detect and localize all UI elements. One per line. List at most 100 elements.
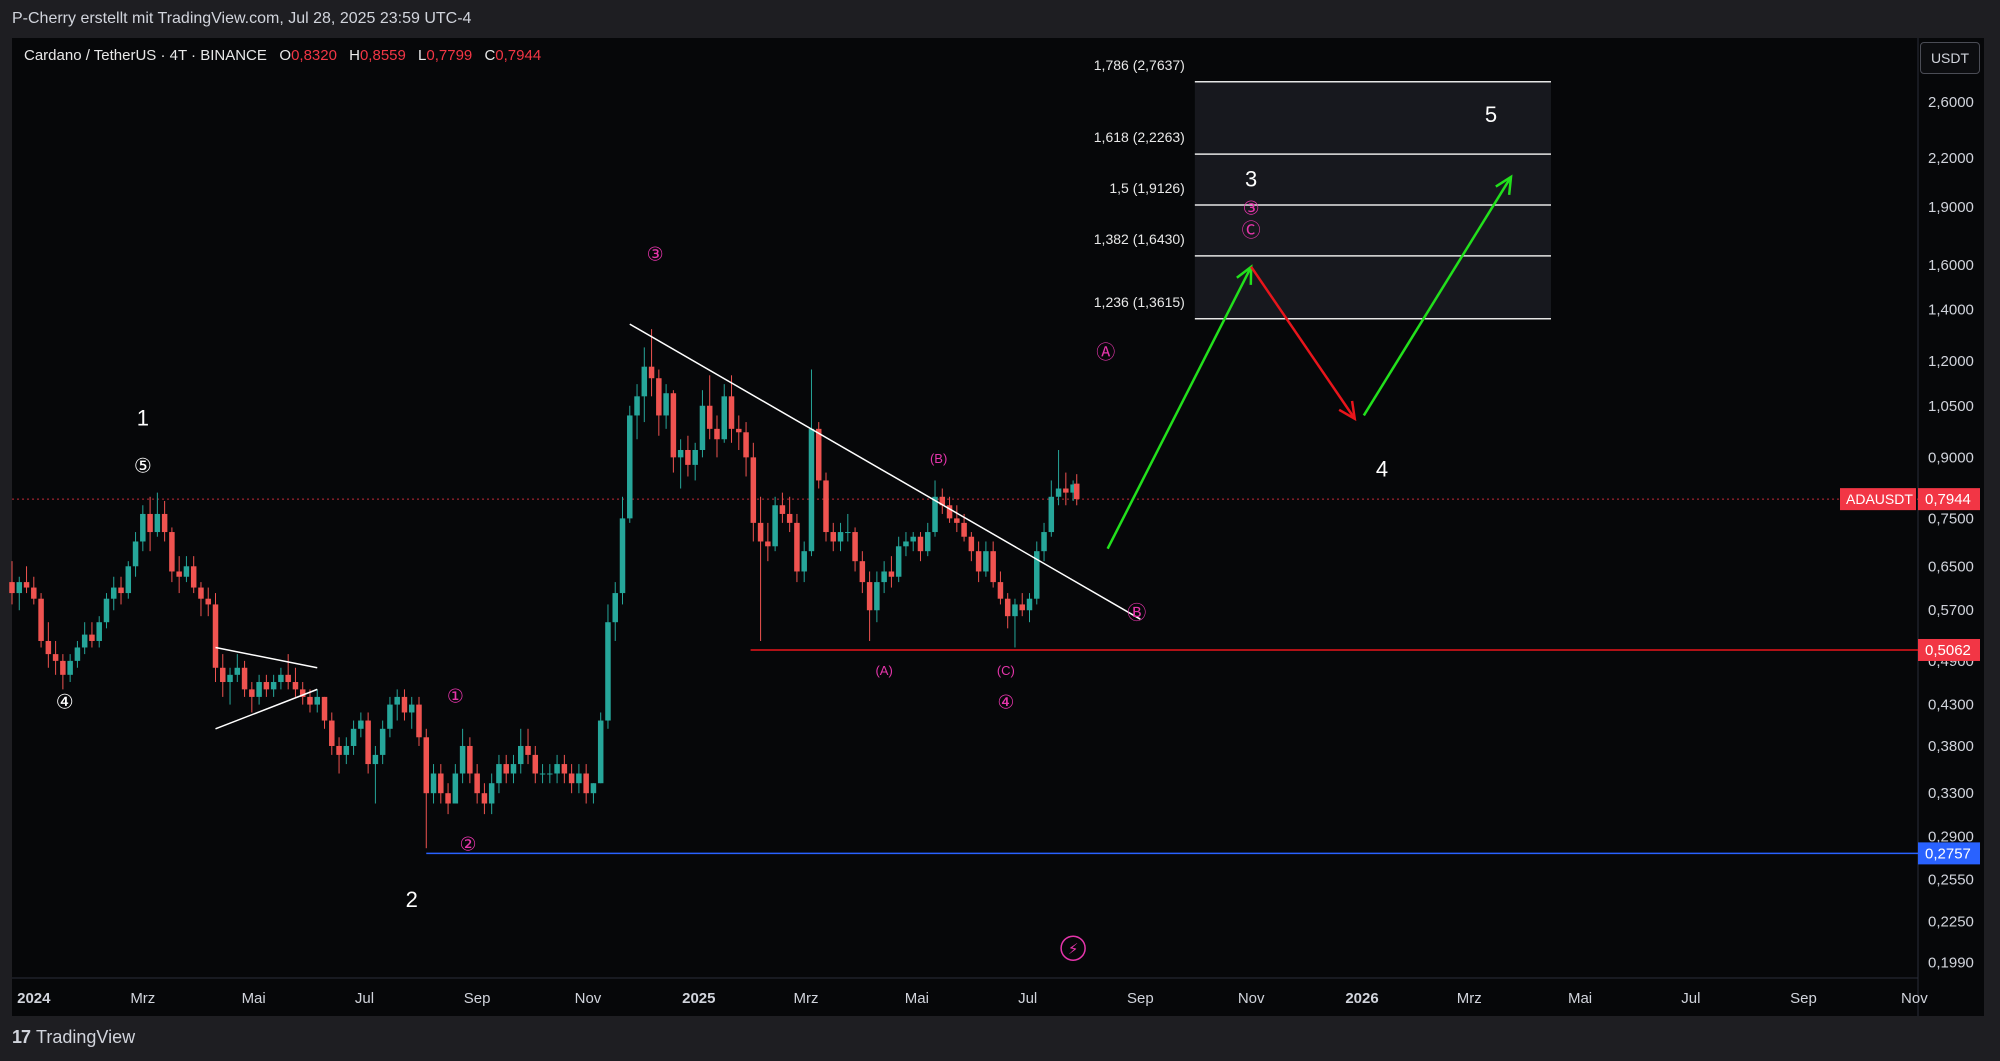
candle-down bbox=[220, 667, 226, 683]
arrow-head-red bbox=[1338, 400, 1357, 422]
x-tick-label: Jul bbox=[1681, 990, 1700, 1007]
candle-up bbox=[641, 366, 648, 397]
candle-up bbox=[270, 682, 277, 690]
candle-down bbox=[975, 551, 982, 572]
candle-up bbox=[1041, 532, 1047, 552]
candle-down bbox=[176, 571, 182, 577]
candle-up bbox=[634, 396, 640, 416]
candle-down bbox=[45, 640, 52, 655]
candle-up bbox=[932, 496, 938, 533]
candle-down bbox=[852, 532, 858, 562]
candle-up bbox=[845, 532, 851, 534]
y-tick-label: 0,6500 bbox=[1928, 558, 1974, 575]
candle-up bbox=[903, 541, 909, 547]
wave-label-magenta: ③ bbox=[647, 245, 664, 266]
lightning-icon: ⚡ bbox=[1068, 941, 1079, 958]
candle-down bbox=[285, 674, 291, 683]
candle-down bbox=[990, 551, 996, 583]
candle-up bbox=[677, 449, 684, 458]
candle-up bbox=[895, 546, 902, 577]
candle-down bbox=[794, 522, 800, 572]
tradingview-brand: TradingView bbox=[36, 1027, 136, 1047]
candle-up bbox=[379, 728, 386, 755]
candle-up bbox=[1026, 598, 1033, 611]
price-tag-value: 0,7944 bbox=[1925, 491, 1971, 508]
wave-label-magenta: ④ bbox=[997, 693, 1014, 714]
candle-down bbox=[736, 428, 742, 433]
triangle-lower-line bbox=[215, 688, 318, 730]
wave-label-circled: ④ bbox=[56, 692, 74, 714]
candle-up bbox=[394, 696, 400, 705]
wave-label-circled: ⑤ bbox=[134, 456, 152, 478]
candle-down bbox=[336, 745, 342, 755]
arrow-head-green bbox=[1236, 264, 1253, 285]
candle-down bbox=[307, 696, 313, 705]
symbol-name: Cardano / TetherUS · 4T · BINANCE bbox=[24, 47, 267, 64]
candle-up bbox=[874, 582, 880, 611]
candle-up bbox=[837, 532, 844, 542]
candle-up bbox=[881, 571, 887, 583]
x-tick-label: Nov bbox=[1238, 990, 1265, 1007]
candle-down bbox=[815, 428, 822, 481]
candle-up bbox=[699, 405, 706, 450]
y-tick-label: 0,3800 bbox=[1928, 738, 1974, 755]
candle-up bbox=[430, 773, 437, 794]
candle-up bbox=[1055, 488, 1062, 497]
wave-label: 5 bbox=[1485, 102, 1497, 127]
candle-down bbox=[656, 378, 662, 416]
x-tick-label: Mrz bbox=[1457, 990, 1482, 1007]
tradingview-logo[interactable]: 17 TradingView bbox=[12, 1027, 135, 1048]
fib-level-label: 1,786 (2,7637) bbox=[1094, 57, 1185, 73]
candle-down bbox=[685, 449, 691, 465]
candle-up bbox=[663, 393, 669, 416]
candle-down bbox=[416, 704, 422, 738]
low-value: 0,7799 bbox=[426, 47, 473, 64]
y-tick-label: 1,9000 bbox=[1928, 199, 1974, 216]
candle-down bbox=[1073, 483, 1080, 500]
candle-down bbox=[438, 773, 444, 794]
event-marker-ring bbox=[1060, 935, 1086, 961]
candle-down bbox=[299, 689, 306, 697]
y-tick-label: 0,1990 bbox=[1928, 955, 1974, 972]
candle-up bbox=[597, 720, 604, 784]
candle-up bbox=[408, 704, 415, 713]
candle-down bbox=[917, 536, 924, 552]
high-key: H bbox=[349, 47, 360, 64]
candle-up bbox=[67, 660, 73, 675]
candle-down bbox=[249, 689, 255, 697]
candle-down bbox=[1063, 488, 1069, 493]
candle-up bbox=[539, 773, 546, 775]
candle-up bbox=[983, 551, 989, 572]
candle-down bbox=[866, 582, 873, 611]
y-tick-label: 0,2250 bbox=[1928, 913, 1974, 930]
candle-down bbox=[445, 793, 451, 804]
y-tick-label: 0,2550 bbox=[1928, 872, 1974, 889]
price-tag-low bbox=[1918, 842, 1980, 865]
low-key: L bbox=[418, 47, 427, 64]
candle-down bbox=[263, 682, 270, 690]
candle-up bbox=[1070, 484, 1076, 493]
candle-down bbox=[401, 696, 408, 713]
footer-bar bbox=[0, 1016, 2000, 1061]
wave-label-magenta: (C) bbox=[997, 663, 1015, 678]
projection-arrow-red bbox=[1250, 266, 1356, 420]
candle-down bbox=[743, 432, 749, 458]
candle-down bbox=[888, 571, 895, 577]
y-tick-label: 0,7500 bbox=[1928, 510, 1974, 527]
candle-up bbox=[801, 551, 807, 572]
candle-down bbox=[9, 582, 15, 594]
candle-down bbox=[241, 667, 248, 690]
price-tag-value: 0,2757 bbox=[1925, 845, 1971, 862]
candle-up bbox=[619, 518, 626, 594]
symbol-tag bbox=[1840, 488, 1916, 511]
fib-level-label: 1,618 (2,2263) bbox=[1094, 129, 1185, 145]
candle-up bbox=[96, 622, 102, 641]
candle-down bbox=[714, 428, 720, 440]
candle-up bbox=[125, 566, 132, 594]
wave-label-magenta: Ⓒ bbox=[1242, 220, 1261, 242]
currency-unit-button[interactable]: USDT bbox=[1920, 42, 1980, 74]
x-tick-label: Mai bbox=[1568, 990, 1592, 1007]
price-tag-current bbox=[1918, 488, 1980, 511]
x-tick-label: Nov bbox=[575, 990, 602, 1007]
